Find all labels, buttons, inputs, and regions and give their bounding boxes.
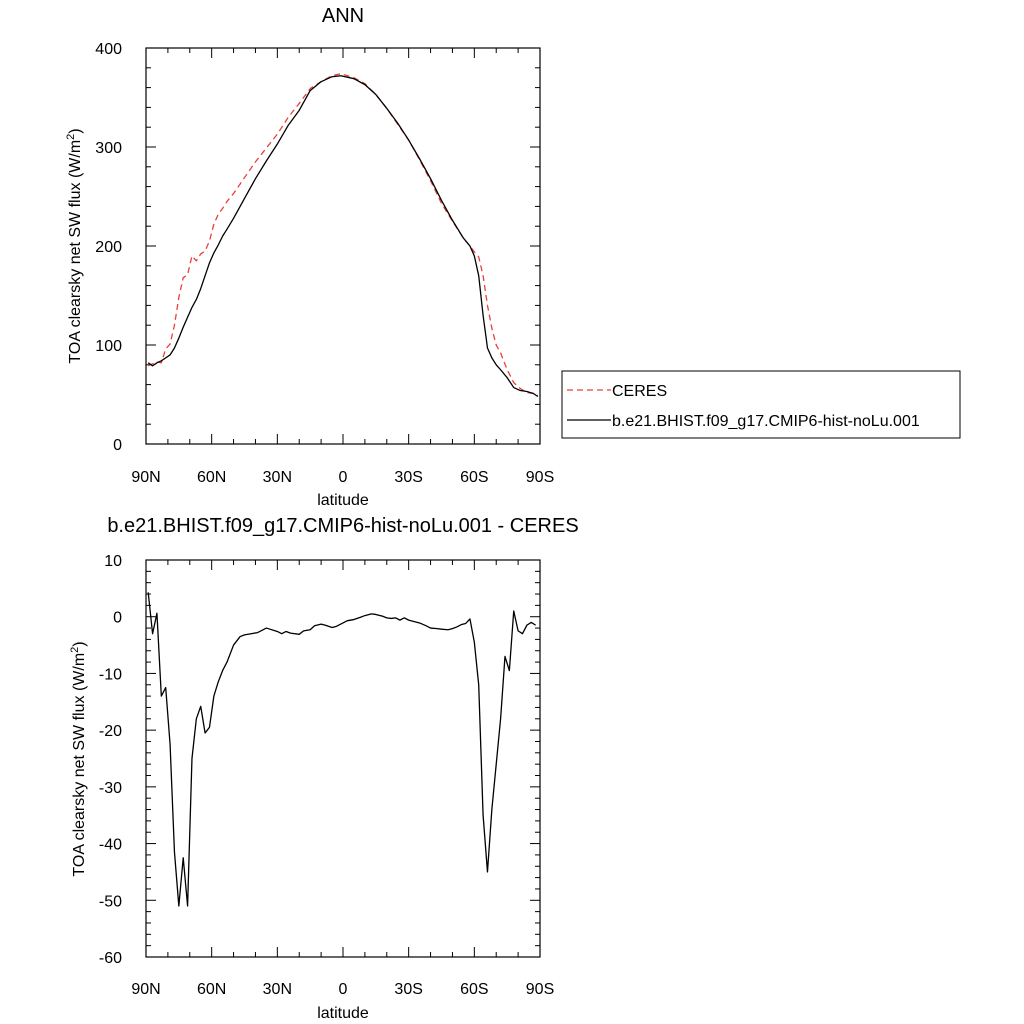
bottom-y-axis-label-sup: 2 [69, 647, 81, 653]
bottom-x-tick-label: 0 [339, 981, 348, 998]
bottom-x-tick-label: 60N [197, 981, 226, 998]
top-x-tick-label: 30S [394, 469, 422, 486]
svg-text:TOA clearsky net SW flux (W/m2: TOA clearsky net SW flux (W/m2) [69, 641, 88, 876]
top-x-tick-label: 30N [263, 469, 292, 486]
legend-label-model: b.e21.BHIST.f09_g17.CMIP6-hist-noLu.001 [612, 413, 920, 430]
top-y-tick-labels: 0 100 200 300 400 [95, 41, 122, 454]
top-y-axis-label-sup: 2 [65, 134, 77, 140]
top-chart-title: ANN [322, 5, 364, 27]
top-x-tick-label: 90S [526, 469, 554, 486]
top-axis-ticks [145, 47, 541, 445]
bottom-chart-title: b.e21.BHIST.f09_g17.CMIP6-hist-noLu.001 … [107, 515, 578, 537]
bottom-axis-ticks [145, 559, 541, 958]
bottom-plot-frame [145, 559, 541, 958]
top-series-line-ceres [147, 73, 539, 397]
top-y-axis-label: TOA clearsky net SW flux (W/m2) [65, 128, 84, 363]
bottom-y-tick-label: -50 [99, 893, 122, 910]
top-y-tick-label: 100 [95, 338, 122, 355]
bottom-x-tick-label: 90N [131, 981, 160, 998]
bottom-panel: b.e21.BHIST.f09_g17.CMIP6-hist-noLu.001 … [69, 515, 579, 1022]
bottom-x-tick-label: 30S [394, 981, 422, 998]
bottom-y-tick-label: -10 [99, 666, 122, 683]
bottom-series-line-difference [147, 592, 536, 907]
bottom-y-tick-labels: 10 0 -10 -20 -30 -40 -50 -60 [99, 553, 122, 967]
bottom-series-lines [147, 592, 536, 907]
legend-box [561, 370, 961, 439]
top-y-tick-label: 200 [95, 239, 122, 256]
top-y-tick-label: 400 [95, 41, 122, 58]
top-y-axis-label-main: TOA clearsky net SW flux (W/m [67, 140, 84, 364]
bottom-x-tick-label: 90S [526, 981, 554, 998]
legend: CERES b.e21.BHIST.f09_g17.CMIP6-hist-noL… [561, 370, 961, 439]
top-plot-frame [145, 47, 541, 445]
bottom-x-tick-label: 60S [460, 981, 488, 998]
bottom-y-tick-label: -60 [99, 950, 122, 967]
top-x-tick-labels: 90N 60N 30N 0 30S 60S 90S [131, 469, 554, 486]
bottom-y-axis-label-close: ) [71, 641, 88, 646]
bottom-y-tick-label: -20 [99, 723, 122, 740]
bottom-y-tick-label: 10 [104, 553, 122, 570]
top-y-tick-label: 0 [113, 437, 122, 454]
top-x-tick-label: 60S [460, 469, 488, 486]
top-x-axis-label: latitude [317, 492, 369, 509]
bottom-x-tick-labels: 90N 60N 30N 0 30S 60S 90S [131, 981, 554, 998]
bottom-y-tick-label: 0 [113, 610, 122, 627]
bottom-y-axis-label-main: TOA clearsky net SW flux (W/m [71, 653, 88, 877]
top-y-axis-label-close: ) [67, 128, 84, 133]
top-series-line-b-e21-bhist-f09-g17-cmip6-hist-nolu-001 [147, 75, 539, 398]
bottom-y-tick-label: -40 [99, 837, 122, 854]
top-series-lines [147, 73, 539, 398]
top-x-tick-label: 0 [339, 469, 348, 486]
bottom-y-tick-label: -30 [99, 780, 122, 797]
top-y-tick-label: 300 [95, 140, 122, 157]
top-x-tick-label: 90N [131, 469, 160, 486]
top-x-tick-label: 60N [197, 469, 226, 486]
top-panel: ANN TOA clearsky net SW flux (W/m2) lati… [65, 5, 961, 509]
bottom-y-axis-label: TOA clearsky net SW flux (W/m2) [69, 641, 88, 876]
bottom-x-axis-label: latitude [317, 1005, 369, 1022]
svg-text:TOA clearsky net SW flux (W/m2: TOA clearsky net SW flux (W/m2) [65, 128, 84, 363]
bottom-x-tick-label: 30N [263, 981, 292, 998]
legend-label-ceres: CERES [612, 383, 667, 400]
